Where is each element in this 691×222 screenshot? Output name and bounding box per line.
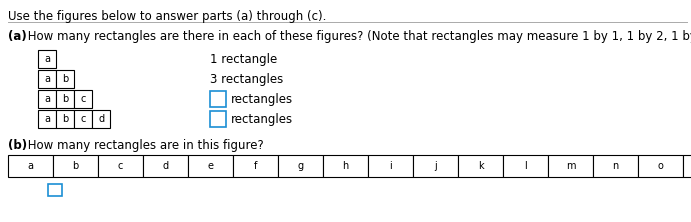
Text: How many rectangles are there in each of these figures? (Note that rectangles ma: How many rectangles are there in each of… [24,30,691,43]
Text: b: b [62,74,68,84]
Bar [74,90,92,108]
Bar [53,155,98,177]
Bar [48,184,62,196]
Text: a: a [44,74,50,84]
Text: h: h [342,161,349,171]
Bar [56,70,74,88]
Bar [683,155,691,177]
Bar [368,155,413,177]
Bar [38,110,56,128]
Bar [74,110,92,128]
Text: c: c [80,94,86,104]
Text: b: b [62,114,68,124]
Text: c: c [80,114,86,124]
Bar [548,155,593,177]
Text: 1 rectangle: 1 rectangle [210,52,277,65]
Text: rectangles: rectangles [231,93,293,105]
Text: o: o [658,161,663,171]
Bar [38,70,56,88]
Bar [593,155,638,177]
Text: b: b [62,94,68,104]
Bar [38,50,56,68]
Bar [98,155,143,177]
Bar [56,110,74,128]
Text: a: a [28,161,33,171]
Text: a: a [44,114,50,124]
Text: l: l [524,161,527,171]
Text: e: e [207,161,214,171]
Text: Use the figures below to answer parts (a) through (c).: Use the figures below to answer parts (a… [8,10,326,23]
Text: n: n [612,161,618,171]
Text: d: d [98,114,104,124]
Bar [188,155,233,177]
Text: k: k [477,161,483,171]
Bar [56,90,74,108]
Bar [278,155,323,177]
Text: g: g [297,161,303,171]
Bar [8,155,53,177]
Bar [413,155,458,177]
Text: How many rectangles are in this figure?: How many rectangles are in this figure? [24,139,264,152]
Bar [38,90,56,108]
Text: j: j [434,161,437,171]
Text: 3 rectangles: 3 rectangles [210,73,283,85]
Bar [143,155,188,177]
Bar [458,155,503,177]
Text: c: c [117,161,123,171]
Text: (b): (b) [8,139,27,152]
Bar [323,155,368,177]
Text: (a): (a) [8,30,27,43]
Bar [638,155,683,177]
Text: a: a [44,54,50,64]
Bar [92,110,110,128]
Text: f: f [254,161,257,171]
Bar [233,155,278,177]
Text: i: i [389,161,392,171]
Text: rectangles: rectangles [231,113,293,125]
Text: m: m [566,161,575,171]
Bar [210,91,226,107]
Bar [210,111,226,127]
Text: a: a [44,94,50,104]
Text: b: b [73,161,79,171]
Text: d: d [162,161,169,171]
Bar [503,155,548,177]
